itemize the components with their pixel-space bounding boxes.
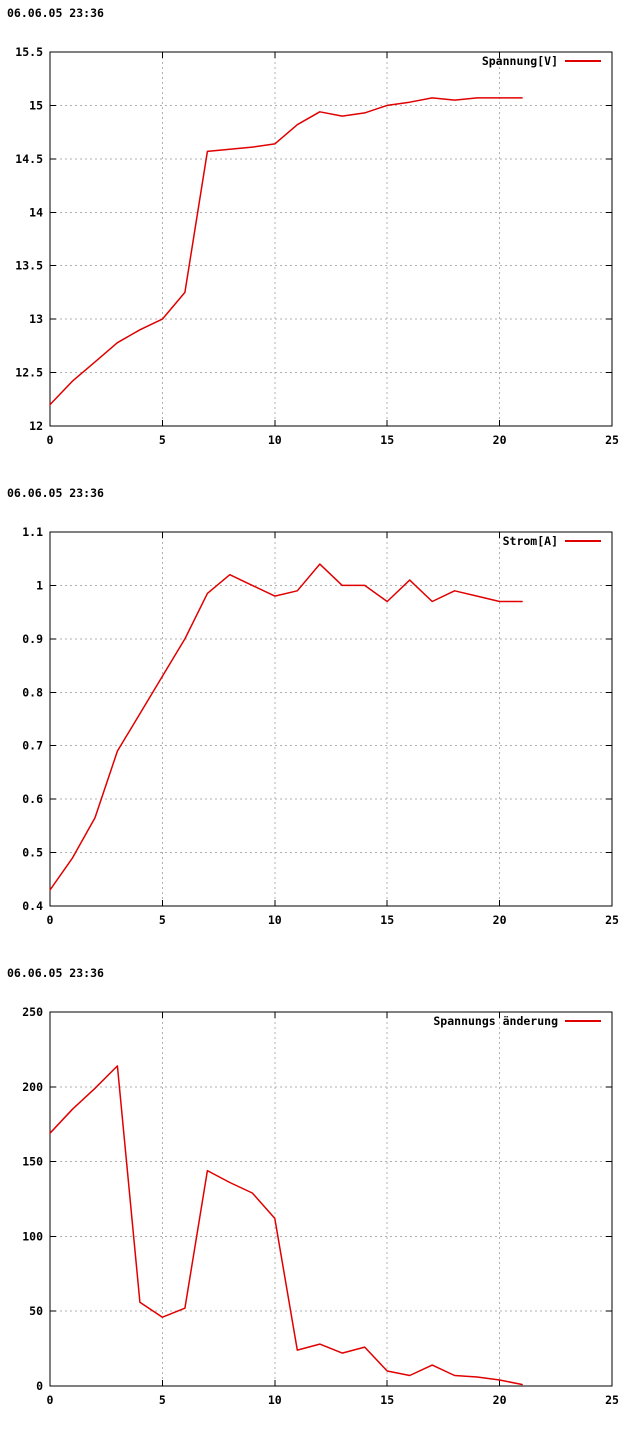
y-tick-label: 1.1 (22, 525, 43, 539)
data-series-line (49, 1065, 523, 1386)
y-tick-label: 15.5 (15, 45, 43, 59)
y-tick-label: 12.5 (15, 366, 43, 380)
x-tick-label: 25 (605, 913, 619, 927)
y-tick-label: 100 (22, 1229, 43, 1243)
y-tick-label: 14 (29, 205, 43, 219)
y-tick-label: 0.7 (22, 739, 43, 753)
y-tick-label: 14.5 (15, 152, 43, 166)
y-tick-label: 15 (29, 98, 43, 112)
x-tick-label: 25 (605, 1393, 619, 1407)
legend-label: Spannungs änderung (433, 1014, 558, 1028)
voltage-change-chart: 06.06.05 23:36 0 5 10 15 20 25 0 50 100 150 200 250… (0, 960, 640, 1440)
plot-border (49, 51, 613, 427)
timestamp-label: 06.06.05 23:36 (7, 966, 104, 980)
current-plot-area: 0 5 10 15 20 25 0.4 0.5 0.6 0.7 0.8 0.9 1 1.1 (22, 525, 619, 927)
voltage-chart: 06.06.05 23:36 0 5 10 15 20 25 12 12.5 13 13.5 14 1… (0, 0, 640, 480)
y-tick-label: 0.8 (22, 685, 43, 699)
x-tick-label: 10 (268, 433, 282, 447)
data-series-line (49, 563, 523, 891)
voltage-plot-svg: 06.06.05 23:36 0 5 10 15 20 25 12 12.5 13 13.5 14 1… (7, 6, 619, 447)
x-tick-label: 15 (380, 913, 394, 927)
current-chart: 06.06.05 23:36 0 5 10 15 20 25 0.4 0.5 0.6 0.7 0.8… (0, 480, 640, 960)
data-series-line (49, 97, 523, 406)
voltage-plot-area: 0 5 10 15 20 25 12 12.5 13 13.5 14 14.5 15 15.5 (15, 45, 619, 447)
x-tick-label: 25 (605, 433, 619, 447)
y-tick-label: 0.4 (22, 899, 43, 913)
y-tick-label: 50 (29, 1304, 43, 1318)
x-tick-label: 0 (47, 433, 54, 447)
x-tick-label: 0 (47, 913, 54, 927)
x-tick-label: 15 (380, 1393, 394, 1407)
y-tick-label: 0.5 (22, 846, 43, 860)
timestamp-label: 06.06.05 23:36 (7, 486, 104, 500)
timestamp-label: 06.06.05 23:36 (7, 6, 104, 20)
voltage-change-plot-svg: 06.06.05 23:36 0 5 10 15 20 25050100150200250… (7, 966, 619, 1407)
plot-border (49, 1011, 613, 1387)
y-tick-label: 0.6 (22, 792, 43, 806)
y-tick-label: 0.9 (22, 632, 43, 646)
x-tick-label: 5 (159, 433, 166, 447)
y-tick-label: 13.5 (15, 259, 43, 273)
legend-label: Spannung[V] (482, 54, 558, 68)
y-tick-label: 150 (22, 1155, 43, 1169)
x-tick-label: 20 (493, 1393, 507, 1407)
y-tick-label: 13 (29, 312, 43, 326)
x-tick-label: 20 (493, 913, 507, 927)
x-tick-label: 5 (159, 913, 166, 927)
current-plot-svg: 06.06.05 23:36 0 5 10 15 20 25 0.4 0.5 0.6 0.7 0.8… (7, 486, 619, 927)
y-tick-label: 1 (36, 578, 43, 592)
y-tick-label: 0 (36, 1379, 43, 1393)
x-tick-label: 5 (159, 1393, 166, 1407)
y-tick-label: 200 (22, 1080, 43, 1094)
x-tick-label: 0 (47, 1393, 54, 1407)
x-tick-label: 10 (268, 1393, 282, 1407)
legend-label: Strom[A] (503, 534, 558, 548)
plot-border (49, 531, 613, 907)
x-tick-label: 20 (493, 433, 507, 447)
y-tick-label: 12 (29, 419, 43, 433)
x-tick-label: 10 (268, 913, 282, 927)
y-tick-label: 250 (22, 1005, 43, 1019)
x-tick-label: 15 (380, 433, 394, 447)
